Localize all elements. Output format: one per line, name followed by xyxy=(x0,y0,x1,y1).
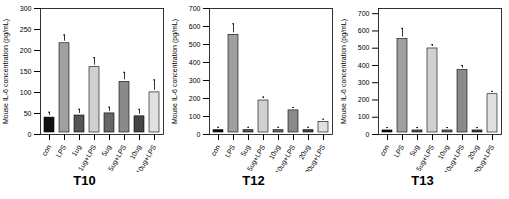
html-text:T10: T10 xyxy=(73,173,96,188)
svg-text:10ug+LPS: 10ug+LPS xyxy=(274,143,298,172)
svg-text:400: 400 xyxy=(358,62,370,69)
svg-text:0: 0 xyxy=(28,131,32,138)
svg-text:500: 500 xyxy=(358,44,370,51)
svg-text:200: 200 xyxy=(20,47,32,54)
svg-text:Mouse IL-6 concentration (pg/m: Mouse IL-6 concentration (pg/mL) xyxy=(340,19,348,124)
svg-text:150: 150 xyxy=(20,68,32,75)
svg-text:1ug: 1ug xyxy=(70,144,83,158)
svg-text:250: 250 xyxy=(20,26,32,33)
svg-text:20ug: 20ug xyxy=(466,144,481,162)
svg-text:con: con xyxy=(379,144,391,157)
svg-text:500: 500 xyxy=(189,41,201,48)
svg-text:20ug: 20ug xyxy=(297,144,312,162)
svg-text:10ug: 10ug xyxy=(128,144,143,162)
svg-text:700: 700 xyxy=(189,5,201,12)
svg-text:5ug: 5ug xyxy=(408,144,421,158)
svg-text:5ug: 5ug xyxy=(100,144,113,158)
svg-text:600: 600 xyxy=(189,23,201,30)
svg-text:10ug: 10ug xyxy=(436,144,451,162)
svg-text:100: 100 xyxy=(189,113,201,120)
svg-text:Mouse IL-6 concentration (pg/m: Mouse IL-6 concentration (pg/mL) xyxy=(2,19,10,124)
svg-text:5ug+LPS: 5ug+LPS xyxy=(415,143,437,172)
svg-text:1ug+LPS: 1ug+LPS xyxy=(77,143,99,172)
svg-text:300: 300 xyxy=(189,77,201,84)
svg-text:5ug+LPS: 5ug+LPS xyxy=(246,143,268,172)
html-text:T13: T13 xyxy=(411,173,434,188)
svg-text:700: 700 xyxy=(358,10,370,17)
svg-text:5ug+LPS: 5ug+LPS xyxy=(107,143,129,172)
svg-text:5ug: 5ug xyxy=(239,144,252,158)
svg-text:10ug+LPS: 10ug+LPS xyxy=(135,143,159,172)
svg-text:300: 300 xyxy=(20,5,32,12)
svg-text:con: con xyxy=(41,144,53,157)
svg-text:LPS: LPS xyxy=(393,143,406,158)
svg-text:200: 200 xyxy=(189,95,201,102)
svg-text:400: 400 xyxy=(189,59,201,66)
svg-text:con: con xyxy=(210,144,222,157)
svg-text:600: 600 xyxy=(358,27,370,34)
svg-text:LPS: LPS xyxy=(55,143,68,158)
svg-text:20ug+LPS: 20ug+LPS xyxy=(304,143,328,172)
svg-text:LPS: LPS xyxy=(224,143,237,158)
svg-text:0: 0 xyxy=(197,131,201,138)
svg-text:100: 100 xyxy=(20,89,32,96)
svg-text:20ug+LPS: 20ug+LPS xyxy=(473,143,497,172)
svg-text:200: 200 xyxy=(358,96,370,103)
svg-text:10ug+LPS: 10ug+LPS xyxy=(443,143,467,172)
svg-text:Mouse IL-6 concentration (pg/m: Mouse IL-6 concentration (pg/mL) xyxy=(171,19,179,124)
svg-text:0: 0 xyxy=(366,131,370,138)
svg-text:50: 50 xyxy=(24,110,32,117)
html-text:T12: T12 xyxy=(242,173,265,188)
svg-text:300: 300 xyxy=(358,79,370,86)
svg-text:10ug: 10ug xyxy=(267,144,282,162)
svg-text:100: 100 xyxy=(358,113,370,120)
